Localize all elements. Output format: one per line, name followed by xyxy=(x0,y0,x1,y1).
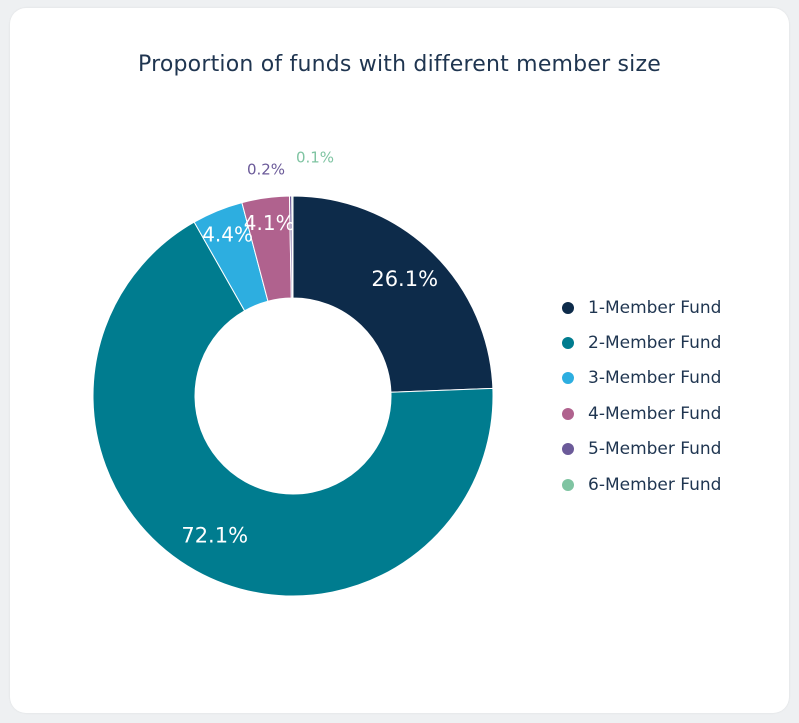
chart-title: Proportion of funds with different membe… xyxy=(138,52,661,77)
legend-item-2: 2-Member Fund xyxy=(562,325,721,360)
legend: 1-Member Fund 2-Member Fund 3-Member Fund 4… xyxy=(562,290,721,502)
legend-label: 1-Member Fund xyxy=(588,297,722,318)
slice-2 xyxy=(92,221,494,597)
slice-6 xyxy=(291,195,294,299)
legend-swatch xyxy=(562,478,574,491)
slice-label-4: 4.1% xyxy=(244,211,295,235)
slice-label-6: 0.1% xyxy=(296,149,334,167)
slice-label-2: 72.1% xyxy=(181,524,248,548)
donut-slices xyxy=(92,195,494,597)
legend-label: 5-Member Fund xyxy=(588,439,722,460)
legend-swatch xyxy=(562,337,574,350)
legend-item-4: 4-Member Fund xyxy=(562,396,721,431)
legend-swatch xyxy=(562,301,574,314)
legend-item-5: 5-Member Fund xyxy=(562,432,721,467)
legend-label: 6-Member Fund xyxy=(588,474,722,495)
slice-label-3: 4.4% xyxy=(202,222,253,246)
slice-labels: 26.1% 72.1% 4.4%4.1% 0.2% 0.1% xyxy=(181,149,438,548)
legend-swatch xyxy=(562,443,574,456)
slice-label-5: 0.2% xyxy=(247,161,285,179)
slice-1 xyxy=(292,195,494,393)
legend-item-1: 1-Member Fund xyxy=(562,290,721,325)
legend-swatch xyxy=(562,407,574,420)
legend-label: 4-Member Fund xyxy=(588,403,722,424)
legend-item-3: 3-Member Fund xyxy=(562,361,721,396)
slice-label-1: 26.1% xyxy=(371,267,438,291)
legend-label: 3-Member Fund xyxy=(588,368,722,389)
legend-item-6: 6-Member Fund xyxy=(562,467,721,502)
legend-label: 2-Member Fund xyxy=(588,333,722,354)
legend-swatch xyxy=(562,372,574,385)
